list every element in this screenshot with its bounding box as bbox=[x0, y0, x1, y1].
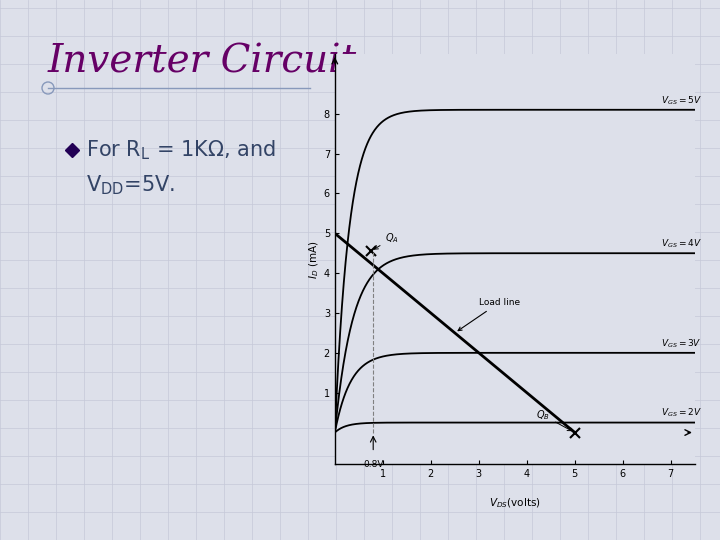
Text: Load line: Load line bbox=[458, 298, 520, 330]
Text: $V_{GS} = 4 V$: $V_{GS} = 4 V$ bbox=[661, 238, 702, 250]
X-axis label: $V_{DS}$(volts): $V_{DS}$(volts) bbox=[489, 496, 541, 510]
Text: $V_{GS} = 2 V$: $V_{GS} = 2 V$ bbox=[661, 407, 702, 420]
Y-axis label: $I_D$ (mA): $I_D$ (mA) bbox=[307, 240, 321, 279]
Text: 0.8V: 0.8V bbox=[363, 461, 384, 469]
Text: V$_{\mathregular{DD}}$=5V.: V$_{\mathregular{DD}}$=5V. bbox=[86, 173, 175, 197]
Text: $V_{GS} = 3 V$: $V_{GS} = 3 V$ bbox=[661, 337, 702, 349]
Text: For R$_{\mathregular{L}}$ = 1KΩ, and: For R$_{\mathregular{L}}$ = 1KΩ, and bbox=[86, 138, 276, 162]
Text: Inverter Circuit: Inverter Circuit bbox=[48, 44, 357, 80]
Text: $Q_B$: $Q_B$ bbox=[536, 409, 572, 431]
Text: $V_{GS} = 5 V$: $V_{GS} = 5 V$ bbox=[661, 94, 702, 106]
Text: $Q_A$: $Q_A$ bbox=[374, 231, 399, 249]
